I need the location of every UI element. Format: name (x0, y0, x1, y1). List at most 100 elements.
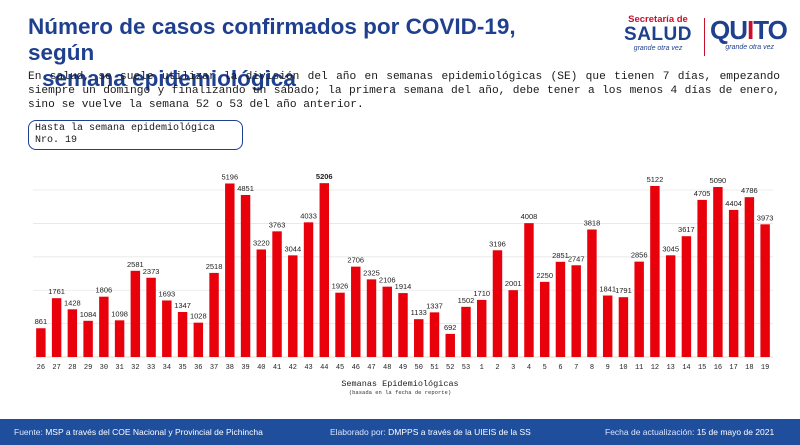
footer-update-label: Fecha de actualización: (605, 427, 695, 437)
bar-value-label: 2706 (347, 256, 364, 265)
x-tick-label: 52 (446, 364, 454, 372)
page-title-line-1: Número de casos confirmados por COVID-19… (28, 14, 516, 65)
bar-value-label: 1084 (80, 310, 97, 319)
x-tick-label: 4 (527, 364, 531, 372)
bar-week-48 (382, 286, 392, 357)
bar-week-33 (146, 277, 156, 357)
x-tick-label: 50 (415, 364, 423, 372)
chart-x-tick-labels: 26 27 28 29 30 31 32 33 34 35 36 37 38 39 40 41 42 43 44 45… (37, 364, 770, 372)
x-tick-label: 39 (241, 364, 249, 372)
bar-value-label: 3044 (284, 244, 301, 253)
bar-value-label: 3220 (253, 238, 270, 247)
bar-week-32 (130, 270, 141, 357)
logo-divider (704, 18, 705, 56)
x-tick-label: 48 (383, 364, 391, 372)
x-tick-label: 53 (462, 364, 470, 372)
bar-value-label: 2856 (631, 251, 648, 260)
x-axis-title: Semanas Epidemiológicas (341, 379, 458, 389)
bar-week-38 (225, 183, 235, 357)
x-tick-label: 49 (399, 364, 407, 372)
x-tick-label: 6 (558, 364, 562, 372)
bar-value-label: 5122 (647, 175, 664, 184)
institution-logos: Secretaría de SALUD grande otra vez QUIT… (618, 14, 788, 62)
bar-value-label: 2250 (536, 271, 553, 280)
x-tick-label: 47 (367, 364, 375, 372)
bar-value-label: 4705 (694, 189, 711, 198)
bar-value-label: 4008 (521, 212, 538, 221)
x-tick-label: 51 (430, 364, 438, 372)
x-tick-label: 19 (761, 364, 769, 372)
bar-value-label: 2001 (505, 279, 522, 288)
footer-made-value: DMPPS a través de la UIEIS de la SS (388, 427, 531, 437)
bar-week-39 (240, 195, 251, 357)
bar-week-45 (335, 292, 345, 357)
bar-value-label: 1337 (426, 301, 443, 310)
x-tick-label: 29 (84, 364, 92, 372)
bar-week-37 (209, 272, 219, 357)
secretaria-salud-logo: Secretaría de SALUD grande otra vez (618, 14, 698, 53)
salud-logo-tagline: grande otra vez (633, 45, 683, 52)
bar-value-label: 4033 (300, 211, 317, 220)
bar-week-43 (303, 222, 314, 357)
quito-logo-tagline: grande otra vez (725, 44, 774, 51)
x-tick-label: 18 (745, 364, 753, 372)
bar-value-label: 861 (35, 317, 48, 326)
salud-logo-top: Secretaría de (628, 14, 688, 25)
bar-week-13 (665, 255, 676, 357)
bar-week-15 (697, 199, 707, 357)
bar-value-label: 4786 (741, 186, 758, 195)
bar-week-11 (634, 261, 644, 357)
bar-value-label: 3045 (662, 244, 679, 253)
x-tick-label: 34 (163, 364, 171, 372)
bar-value-label: 1926 (332, 282, 349, 291)
bar-value-label: 3973 (757, 213, 774, 222)
bar-week-9 (602, 295, 613, 357)
bar-value-label: 3763 (269, 220, 286, 229)
bar-value-label: 1806 (96, 286, 113, 295)
x-tick-label: 30 (100, 364, 108, 372)
bar-week-40 (256, 249, 267, 357)
bar-week-35 (177, 312, 188, 357)
x-tick-label: 11 (635, 364, 643, 372)
bar-value-label: 3196 (489, 239, 506, 248)
footer-update-value: 15 de mayo de 2021 (696, 427, 775, 437)
x-tick-label: 33 (147, 364, 155, 372)
bar-value-label: 1841 (599, 285, 616, 294)
footer-update: Fecha de actualización: 15 de mayo de 20… (605, 427, 774, 437)
bar-week-4 (524, 223, 534, 357)
bar-value-label: 1098 (111, 309, 128, 318)
footer-made-label: Elaborado por: (330, 427, 386, 437)
bar-value-label: 2747 (568, 254, 585, 263)
bar-value-label: 1133 (411, 308, 427, 317)
x-tick-label: 40 (257, 364, 265, 372)
bar-week-41 (272, 231, 282, 357)
bar-week-51 (429, 312, 440, 357)
bar-week-19 (760, 224, 770, 357)
x-axis-subtitle: (basada en la fecha de reporte) (349, 389, 451, 396)
bar-week-28 (67, 309, 78, 357)
x-tick-label: 15 (698, 364, 706, 372)
bar-week-36 (193, 322, 204, 357)
x-tick-label: 41 (273, 364, 281, 372)
x-tick-label: 17 (729, 364, 737, 372)
bar-value-label: 1028 (190, 312, 207, 321)
week-note-box: Hasta la semana epidemiológica Nro. 19 (28, 120, 243, 150)
quito-logo-main: QUITO (710, 15, 788, 45)
bar-value-label: 5090 (710, 176, 727, 185)
bar-value-label: 1791 (615, 286, 632, 295)
bar-week-3 (508, 290, 518, 357)
x-tick-label: 2 (495, 364, 499, 372)
bar-value-label: 4404 (725, 199, 742, 208)
week-note-line-1: Hasta la semana epidemiológica (35, 123, 216, 134)
bar-value-label: 1761 (48, 287, 65, 296)
bar-week-31 (114, 320, 125, 357)
x-tick-label: 31 (115, 364, 123, 372)
bar-week-18 (744, 197, 755, 357)
x-tick-label: 10 (619, 364, 627, 372)
x-tick-label: 32 (131, 364, 139, 372)
bar-week-6 (555, 261, 566, 357)
bar-value-label: 2581 (127, 260, 144, 269)
x-tick-label: 14 (682, 364, 690, 372)
bar-value-label: 1428 (64, 298, 81, 307)
